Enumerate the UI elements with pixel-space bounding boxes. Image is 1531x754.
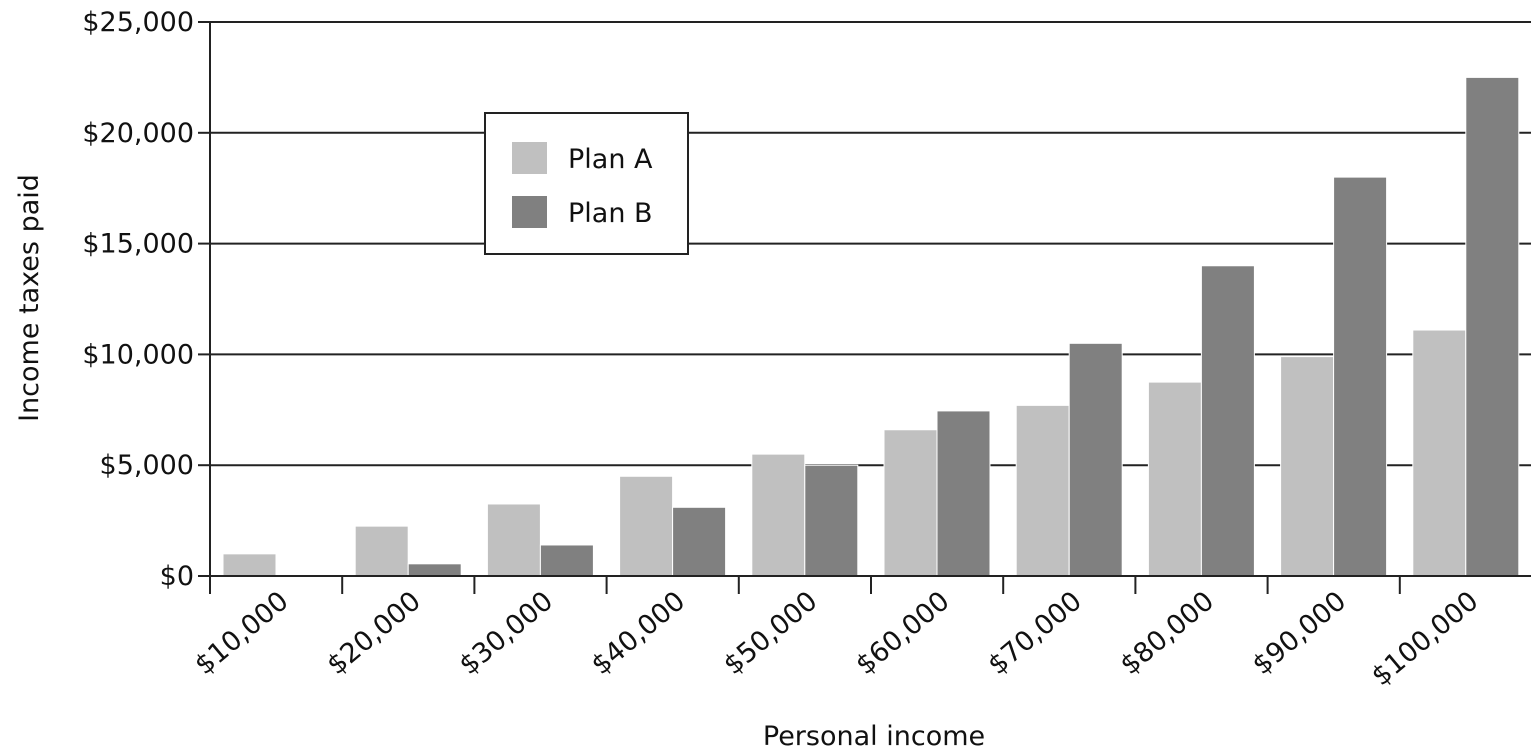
y-tick-label: $0: [160, 561, 194, 592]
x-tick-label: $10,000: [189, 586, 294, 682]
y-tick-label: $25,000: [82, 7, 194, 38]
x-tick-label: $30,000: [454, 586, 559, 682]
x-tick-label: $90,000: [1247, 586, 1352, 682]
y-axis-title: Income taxes paid: [14, 174, 45, 422]
y-tick-label: $5,000: [100, 450, 194, 481]
bar-plan-b-9: [1465, 76, 1520, 577]
bars: [222, 76, 1520, 577]
x-tick-label: $60,000: [850, 586, 955, 682]
x-tick-label: $50,000: [718, 586, 823, 682]
bar-plan-b-3: [672, 506, 727, 577]
x-tick-label: $40,000: [586, 586, 691, 682]
bar-plan-a-3: [619, 475, 674, 577]
legend-swatch-plan-b: [512, 196, 547, 228]
bar-plan-a-1: [354, 525, 409, 577]
legend-box: [484, 112, 689, 255]
bar-plan-a-5: [883, 429, 938, 577]
bar-plan-a-9: [1412, 329, 1467, 577]
bar-plan-a-0: [222, 553, 277, 577]
y-tick-label: $15,000: [82, 229, 194, 260]
bar-plan-b-4: [804, 464, 859, 577]
bar-plan-a-8: [1280, 356, 1335, 577]
x-axis-title: Personal income: [763, 721, 985, 752]
bar-plan-a-6: [1015, 404, 1070, 577]
bar-plan-b-5: [936, 410, 991, 577]
bar-plan-a-4: [751, 453, 806, 577]
y-tick-label: $10,000: [82, 339, 194, 370]
bar-plan-b-2: [539, 544, 594, 577]
x-tick-label: $100,000: [1366, 586, 1485, 693]
legend: Plan A Plan B: [484, 112, 689, 255]
bar-plan-a-2: [486, 503, 541, 577]
bar-plan-b-6: [1068, 342, 1123, 577]
y-axis: $0 $5,000 $10,000 $15,000 $20,000 $25,000: [82, 7, 211, 592]
bar-plan-a-7: [1147, 381, 1202, 577]
legend-label-plan-a: Plan A: [568, 144, 653, 175]
legend-swatch-plan-a: [512, 142, 547, 174]
bar-plan-b-7: [1200, 265, 1255, 577]
bar-plan-b-8: [1333, 176, 1388, 577]
y-tick-label: $20,000: [82, 118, 194, 149]
x-axis: $10,000 $20,000 $30,000 $40,000 $50,000 $60,0…: [189, 575, 1531, 693]
bar-plan-b-1: [407, 563, 462, 577]
x-tick-label: $80,000: [1115, 586, 1220, 682]
legend-label-plan-b: Plan B: [568, 198, 653, 229]
x-tick-label: $20,000: [321, 586, 426, 682]
x-tick-label: $70,000: [982, 586, 1087, 682]
